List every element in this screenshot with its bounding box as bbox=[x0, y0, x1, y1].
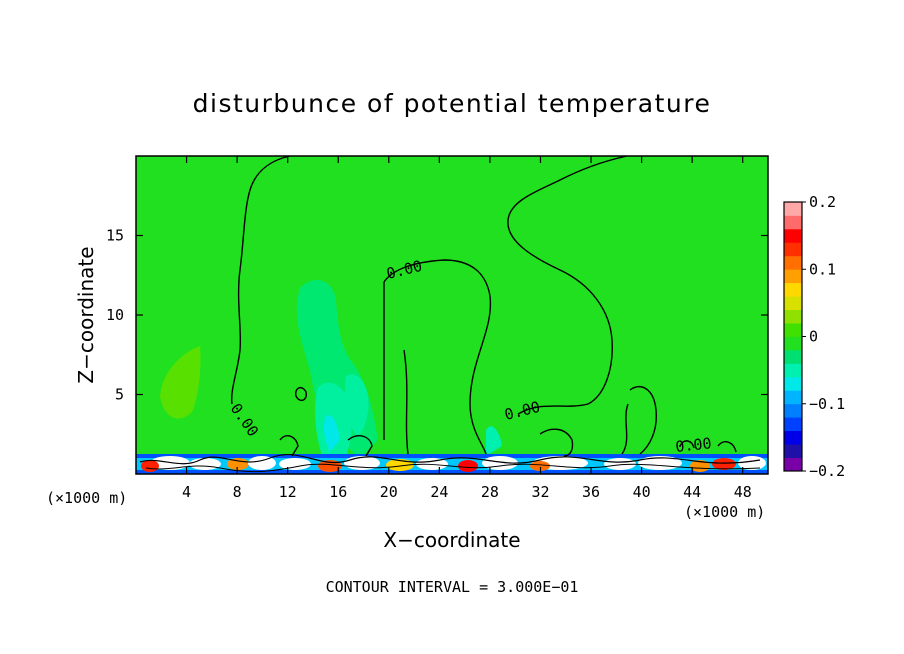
x-tick-label: 8 bbox=[233, 483, 242, 501]
colorbar-swatch bbox=[784, 255, 802, 270]
colorbar-swatch bbox=[784, 376, 802, 391]
x-tick-label: 24 bbox=[430, 483, 448, 501]
x-tick-label: 36 bbox=[582, 483, 600, 501]
colorbar-swatch bbox=[784, 242, 802, 257]
colorbar-swatch bbox=[784, 457, 802, 472]
x-tick-label: 28 bbox=[481, 483, 499, 501]
colorbar-tick-label: −0.2 bbox=[809, 462, 845, 480]
colorbar-tick-label: −0.1 bbox=[809, 395, 845, 413]
colorbar-swatch bbox=[784, 202, 802, 216]
zero-contours bbox=[230, 156, 737, 457]
y-axis: 5 10 15 bbox=[106, 227, 768, 404]
x-axis: 4 8 12 16 20 24 28 32 36 40 44 48 bbox=[182, 156, 752, 501]
colorbar-swatch bbox=[784, 215, 802, 230]
anomaly-region bbox=[486, 426, 502, 456]
colorbar-tick-label: 0.1 bbox=[809, 260, 836, 278]
colorbar-swatch bbox=[784, 323, 802, 337]
plot-area: 0.00 0.00 0.00 0.00 bbox=[136, 156, 768, 474]
anomaly-region bbox=[323, 415, 340, 452]
colorbar: 0.2 0.1 0 −0.1 −0.2 bbox=[783, 193, 845, 480]
y-axis-title: Z−coordinate bbox=[74, 246, 98, 383]
chart-title: disturbunce of potential temperature bbox=[193, 89, 712, 118]
anomaly-region bbox=[160, 346, 201, 419]
surface-layer bbox=[136, 453, 768, 474]
y-tick-label: 10 bbox=[106, 306, 124, 324]
colorbar-swatch bbox=[784, 417, 802, 432]
colorbar-swatch bbox=[784, 390, 802, 405]
colorbar-swatch bbox=[784, 349, 802, 364]
colorbar-swatch bbox=[784, 363, 802, 378]
y-tick-label: 15 bbox=[106, 227, 124, 245]
x-tick-label: 20 bbox=[380, 483, 398, 501]
colorbar-swatch bbox=[784, 309, 802, 324]
colorbar-tick-label: 0 bbox=[809, 328, 818, 346]
colorbar-swatch bbox=[784, 269, 802, 284]
y-unit-label: (×1000 m) bbox=[46, 489, 127, 507]
colorbar-swatch bbox=[784, 430, 802, 445]
colorbar-swatch bbox=[784, 444, 802, 458]
colorbar-swatch bbox=[784, 403, 802, 418]
x-tick-label: 12 bbox=[279, 483, 297, 501]
anomaly-region bbox=[344, 374, 369, 436]
x-axis-title: X−coordinate bbox=[383, 528, 520, 552]
x-tick-label: 40 bbox=[633, 483, 651, 501]
x-tick-label: 32 bbox=[531, 483, 549, 501]
contour-interval-note: CONTOUR INTERVAL = 3.000E−01 bbox=[326, 578, 579, 596]
colorbar-swatch bbox=[784, 296, 802, 310]
field-background bbox=[136, 156, 768, 474]
contour-label: 0.00 bbox=[675, 434, 713, 456]
x-tick-label: 44 bbox=[683, 483, 701, 501]
y-tick-label: 5 bbox=[115, 386, 124, 404]
x-tick-label: 16 bbox=[329, 483, 347, 501]
colorbar-tick-label: 0.2 bbox=[809, 193, 836, 211]
x-tick-label: 48 bbox=[734, 483, 752, 501]
colorbar-swatch bbox=[784, 228, 802, 243]
x-unit-label: (×1000 m) bbox=[684, 503, 765, 521]
colorbar-swatch bbox=[784, 282, 802, 297]
colorbar-swatch bbox=[784, 336, 802, 351]
x-tick-label: 4 bbox=[182, 483, 191, 501]
